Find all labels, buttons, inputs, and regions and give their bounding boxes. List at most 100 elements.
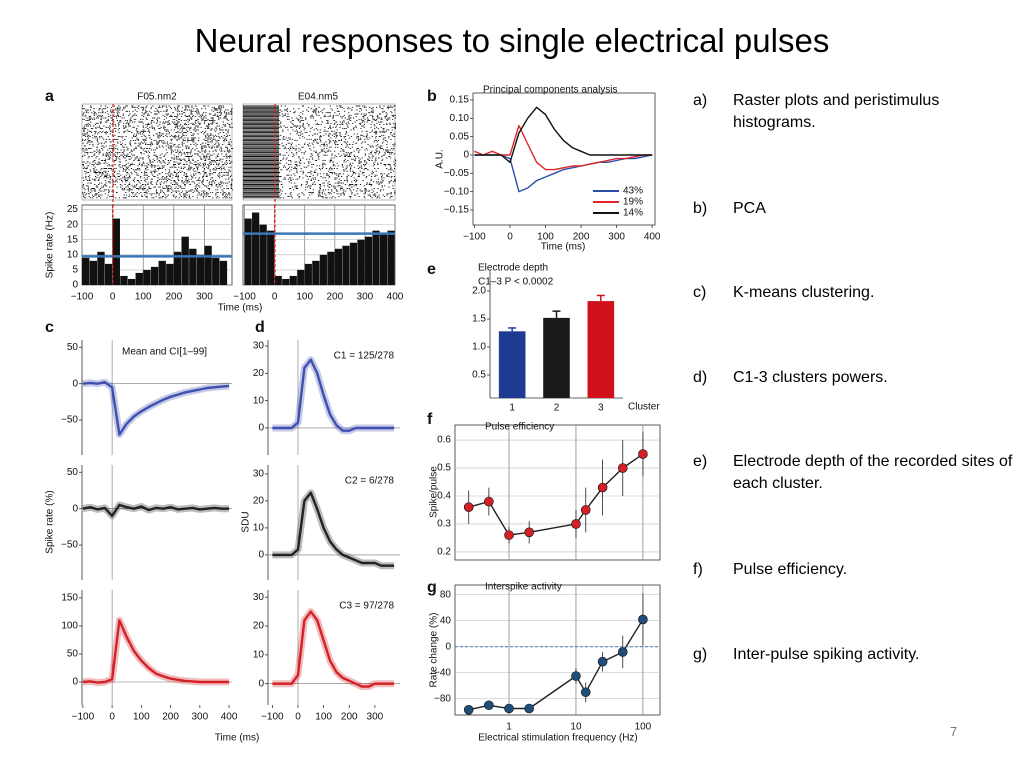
x-tick-label: 200	[573, 232, 590, 243]
histogram-bar	[158, 260, 166, 285]
series-line	[474, 106, 653, 163]
panel-title: Mean and CI[1–99]	[122, 347, 207, 358]
histogram-bar	[204, 245, 212, 285]
y-tick-label: 1.0	[472, 342, 486, 353]
legend-label: 43%	[623, 186, 643, 197]
histogram-bar	[127, 278, 136, 285]
y-tick-label: 10	[253, 649, 265, 660]
x-tick-label: 300	[196, 292, 213, 303]
x-tick-label: −100	[261, 712, 284, 723]
histogram-bar	[189, 248, 197, 285]
marker	[638, 614, 648, 625]
x-tick-label: 0	[295, 712, 301, 723]
raster-frame	[242, 103, 396, 201]
histogram-bar	[319, 254, 327, 285]
item-text: PCA	[733, 200, 766, 217]
marker	[597, 656, 608, 667]
histogram-bar	[289, 275, 297, 285]
panel-title: Interspike activity	[485, 582, 562, 593]
y-tick-label: 0	[258, 550, 264, 561]
histogram-bar	[82, 257, 90, 285]
marker	[571, 671, 581, 681]
y-tick-label: 0	[72, 677, 78, 688]
x-tick-label: 0	[109, 712, 115, 723]
y-axis-label: Spike rate (%)	[45, 490, 56, 553]
x-tick-label: 200	[341, 712, 358, 723]
panel-title: E04.nm5	[298, 92, 338, 103]
histogram-bar	[379, 233, 388, 285]
ci-band	[82, 501, 230, 520]
bar	[498, 331, 526, 398]
x-axis-label: Time (ms)	[215, 733, 260, 744]
x-tick-label: 400	[387, 292, 404, 303]
y-tick-label: 50	[67, 649, 79, 660]
bar	[543, 317, 570, 398]
histogram-bar	[166, 263, 174, 285]
histogram-bar	[97, 251, 105, 285]
y-axis-label: Rate change (%)	[429, 612, 440, 687]
y-tick-label: 10	[253, 395, 265, 406]
x-tick-label: 300	[191, 712, 208, 723]
y-tick-label: 100	[61, 621, 78, 632]
y-tick-label: −50	[61, 415, 78, 426]
marker	[504, 703, 514, 714]
x-tick-label: 100	[133, 712, 150, 723]
histogram-bar	[312, 260, 320, 285]
ci-band	[82, 378, 230, 439]
histogram-bar	[196, 254, 205, 285]
panel-title: Electrode depth	[478, 263, 548, 274]
y-tick-label: 0	[258, 678, 264, 689]
panel-title: Pulse efficiency	[485, 422, 554, 433]
y-axis-label: SDU	[241, 511, 252, 532]
y-tick-label: −50	[61, 540, 78, 551]
histogram-bar	[173, 251, 182, 285]
y-tick-label: 0.5	[472, 370, 486, 381]
histogram-bar	[212, 257, 220, 285]
item-text: C1-3 clusters powers.	[733, 369, 888, 386]
y-tick-label: 0.6	[437, 435, 451, 446]
item-text: Pulse efficiency.	[733, 561, 848, 578]
histogram-bar	[274, 275, 282, 285]
y-tick-label: 50	[67, 467, 79, 478]
y-tick-label: 0	[72, 378, 78, 389]
series-line	[272, 491, 395, 567]
marker: c)	[693, 284, 707, 301]
x-tick-label: 100	[315, 712, 332, 723]
series-line	[474, 124, 653, 171]
y-tick-label: 5	[72, 265, 78, 276]
panel-letter: c	[45, 319, 54, 336]
x-tick-label: −100	[71, 292, 94, 303]
histogram-bar	[89, 260, 98, 285]
panel-letter: e	[427, 261, 436, 278]
panel-letter: g	[427, 579, 437, 596]
y-tick-label: −80	[434, 693, 451, 704]
y-tick-label: 0.5	[437, 463, 451, 474]
marker: b)	[693, 200, 708, 217]
y-tick-label: 20	[67, 219, 79, 230]
marker	[571, 519, 581, 529]
panel-letter: d	[255, 319, 265, 336]
item-text: K-means clustering.	[733, 284, 875, 301]
x-tick-label: 300	[357, 292, 374, 303]
marker	[597, 482, 608, 493]
histogram-bar	[364, 236, 373, 285]
raster-frame	[81, 103, 233, 201]
x-tick-label: 100	[635, 722, 652, 733]
x-tick-label: −100	[463, 232, 486, 243]
histogram-bar	[357, 239, 365, 285]
bar	[587, 301, 615, 398]
y-tick-label: 30	[253, 341, 265, 352]
series-line	[82, 619, 230, 684]
x-tick-label: 1	[506, 722, 512, 733]
series-line	[82, 503, 230, 518]
x-tick-label: 1	[509, 403, 515, 414]
histogram-bar	[143, 269, 151, 285]
panel-letter: f	[427, 411, 433, 428]
marker	[504, 530, 514, 540]
y-tick-label: 10	[67, 249, 79, 260]
histogram-bar	[244, 218, 252, 285]
panel-subtitle: C1–3 P < 0.0002	[478, 277, 554, 288]
y-tick-label: 0.05	[450, 131, 470, 142]
slide-title: Neural responses to single electrical pu…	[194, 22, 830, 59]
